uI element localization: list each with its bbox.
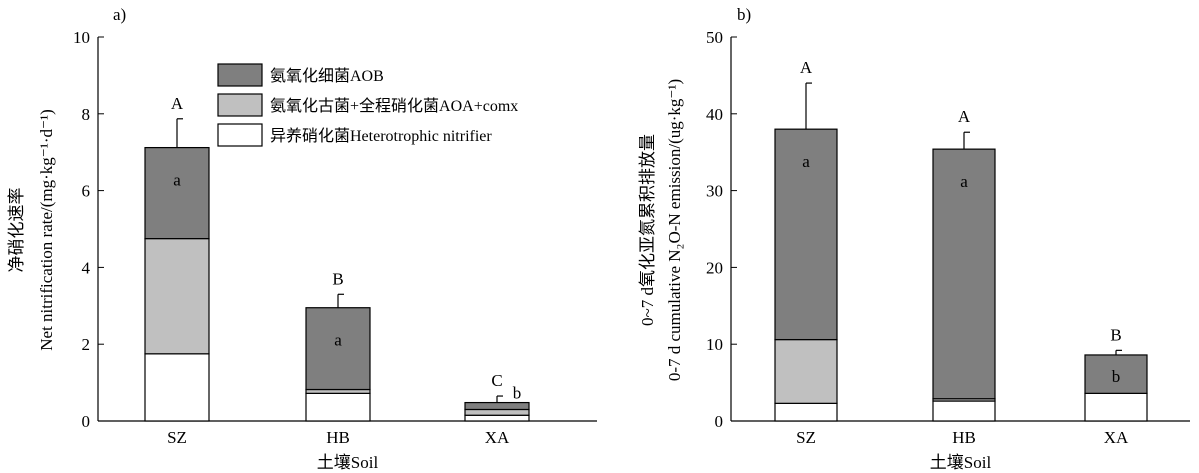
y-tick-label: 0 bbox=[82, 412, 91, 431]
legend-swatch-heterotrophic bbox=[217, 123, 263, 147]
x-tick-label: XA bbox=[1104, 428, 1129, 447]
y-tick-label: 8 bbox=[82, 105, 91, 124]
bar-heterotrophic bbox=[1084, 392, 1148, 422]
x-tick-label: SZ bbox=[796, 428, 816, 447]
y-tick-label: 50 bbox=[706, 28, 723, 47]
legend-label-AOA_comx: 氨氧化古菌+全程硝化菌AOA+comx bbox=[270, 97, 518, 115]
aob-significance-letter: b bbox=[513, 384, 522, 403]
y-axis-title-en: 0-7 d cumulative N₂O-N emission/(ug·kg⁻¹… bbox=[665, 79, 684, 381]
bar-AOB bbox=[932, 148, 996, 400]
aob-significance-letter: a bbox=[802, 152, 810, 171]
bar-AOB bbox=[464, 401, 530, 411]
bar-heterotrophic bbox=[464, 414, 530, 422]
bar-AOB bbox=[1084, 354, 1148, 394]
aob-significance-letter: a bbox=[960, 172, 968, 191]
y-tick-label: 10 bbox=[73, 28, 90, 47]
bar-AOB bbox=[305, 307, 371, 391]
bar-AOA_comx bbox=[144, 238, 210, 355]
x-axis-title: 土壤Soil bbox=[317, 452, 379, 472]
y-tick-label: 2 bbox=[82, 335, 91, 354]
bar-heterotrophic bbox=[305, 392, 371, 422]
bar-heterotrophic bbox=[774, 402, 838, 422]
legend-swatch-AOA_comx bbox=[217, 93, 263, 117]
y-tick-label: 0 bbox=[715, 412, 724, 431]
total-significance-letter: B bbox=[1110, 325, 1121, 344]
bar-heterotrophic bbox=[144, 353, 210, 422]
bar-heterotrophic bbox=[932, 400, 996, 422]
aob-significance-letter: a bbox=[334, 331, 342, 350]
total-significance-letter: A bbox=[171, 94, 184, 113]
bar-AOB bbox=[774, 128, 838, 341]
total-significance-letter: A bbox=[800, 58, 813, 77]
x-tick-label: SZ bbox=[167, 428, 187, 447]
panel-label: a) bbox=[113, 5, 126, 24]
bar-AOA_comx bbox=[774, 338, 838, 404]
y-tick-label: 4 bbox=[82, 258, 91, 277]
x-tick-label: HB bbox=[326, 428, 350, 447]
y-axis-title-en: Net nitrification rate/(mg·kg⁻¹·d⁻¹) bbox=[37, 109, 56, 351]
aob-significance-letter: a bbox=[173, 171, 181, 190]
y-tick-label: 20 bbox=[706, 258, 723, 277]
y-tick-label: 40 bbox=[706, 105, 723, 124]
total-significance-letter: C bbox=[491, 371, 502, 390]
total-significance-letter: B bbox=[332, 269, 343, 288]
bar-AOA_comx bbox=[464, 408, 530, 416]
y-tick-label: 30 bbox=[706, 182, 723, 201]
y-tick-label: 6 bbox=[82, 182, 91, 201]
legend-label-AOB: 氨氧化细菌AOB bbox=[270, 67, 384, 85]
x-tick-label: XA bbox=[485, 428, 510, 447]
legend-swatch-AOB bbox=[217, 63, 263, 87]
y-tick-label: 10 bbox=[706, 335, 723, 354]
aob-significance-letter: b bbox=[1112, 367, 1121, 386]
x-tick-label: HB bbox=[952, 428, 976, 447]
y-axis-title-cn: 0~7 d氧化亚氮累积排放量 bbox=[638, 134, 657, 326]
y-axis-title-cn: 净硝化速率 bbox=[7, 188, 26, 273]
total-significance-letter: A bbox=[958, 107, 971, 126]
panel-label: b) bbox=[737, 5, 751, 24]
legend-label-heterotrophic: 异养硝化菌Heterotrophic nitrifier bbox=[270, 127, 492, 145]
bar-AOB bbox=[144, 146, 210, 240]
x-axis-title: 土壤Soil bbox=[930, 452, 992, 472]
